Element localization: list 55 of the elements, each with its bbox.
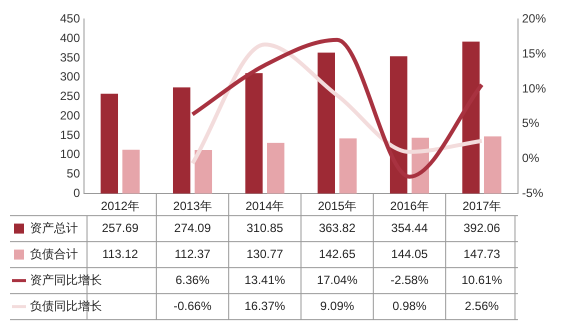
y-tick-label: 200 — [60, 108, 80, 122]
data-label: 363.82 — [318, 220, 356, 235]
y-tick-label: 450 — [60, 12, 80, 26]
data-label: 10.61% — [461, 272, 502, 287]
data-label: 16.37% — [244, 298, 286, 313]
bar — [484, 136, 502, 194]
y-tick-label: 300 — [60, 70, 80, 84]
y2-tick-label: 0% — [522, 151, 540, 166]
data-label: 0.98% — [392, 298, 427, 313]
bar — [100, 94, 118, 194]
legend-label: 资产同比增长 — [30, 272, 102, 287]
y-tick-label: 400 — [60, 30, 80, 45]
x-tick-label: 2013年 — [173, 199, 212, 214]
data-label: 354.44 — [391, 220, 428, 235]
y-tick-label: 250 — [60, 89, 80, 104]
y2-tick-label: 15% — [522, 46, 546, 60]
y-tick-label: 0 — [73, 186, 80, 200]
y-tick-label: 150 — [60, 128, 80, 142]
legend-label: 资产总计 — [30, 220, 78, 235]
x-tick-label: 2017年 — [462, 199, 502, 214]
data-label: 9.09% — [320, 298, 355, 313]
data-label: 144.05 — [391, 246, 428, 261]
data-label: 130.77 — [246, 246, 284, 261]
data-label: 2.56% — [464, 298, 500, 313]
data-label: 113.12 — [102, 246, 138, 261]
data-label: -2.58% — [390, 272, 429, 287]
data-label: 310.85 — [246, 220, 284, 235]
y2-tick-label: 10% — [522, 81, 546, 96]
data-label: 257.69 — [102, 220, 139, 235]
data-label: 392.06 — [463, 220, 500, 235]
y-tick-label: 50 — [66, 166, 80, 181]
data-label: 6.36% — [175, 272, 210, 287]
data-label: -0.66% — [173, 298, 212, 313]
legend-label: 负债同比增长 — [30, 298, 102, 313]
bar — [194, 150, 212, 194]
x-tick-label: 2016年 — [390, 199, 429, 214]
y-tick-label: 100 — [60, 147, 80, 162]
x-tick-label: 2014年 — [245, 199, 284, 214]
bar — [122, 150, 140, 194]
bar — [318, 52, 335, 194]
data-label: 147.73 — [463, 246, 500, 261]
bar — [339, 138, 357, 194]
y2-tick-label: 5% — [522, 116, 540, 130]
data-label: 142.65 — [318, 246, 356, 261]
data-label: 13.41% — [244, 272, 286, 287]
bar — [267, 142, 284, 194]
y-tick-label: 350 — [60, 50, 80, 64]
legend-label: 负债合计 — [30, 246, 78, 261]
y2-tick-label: -5% — [522, 186, 544, 200]
x-tick-label: 2015年 — [318, 199, 357, 214]
x-tick-label: 2012年 — [100, 199, 140, 214]
data-label: 112.37 — [174, 246, 211, 261]
data-label: 17.04% — [316, 272, 358, 287]
data-label: 274.09 — [174, 220, 212, 235]
y2-tick-label: 20% — [522, 12, 546, 26]
